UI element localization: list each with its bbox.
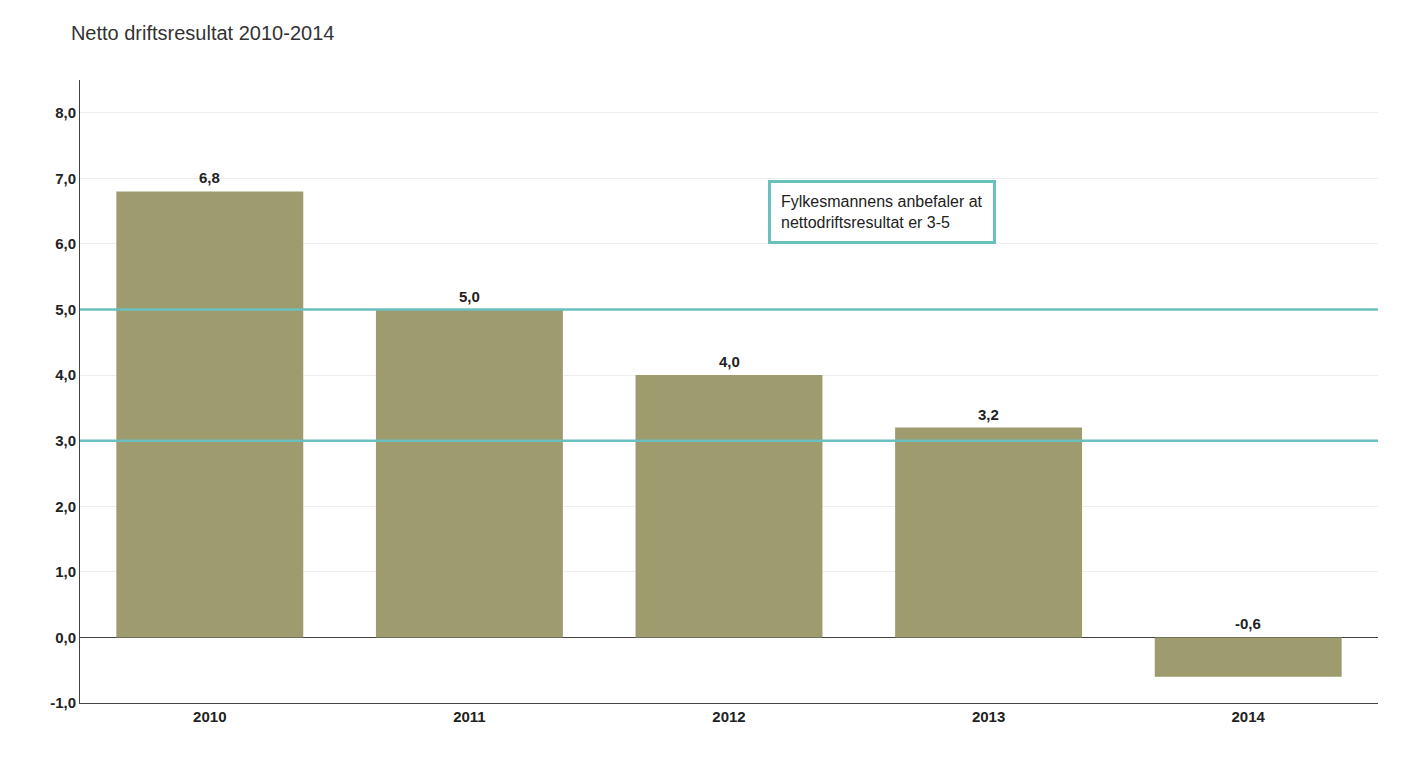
svg-text:2014: 2014 xyxy=(1232,708,1266,725)
svg-text:8,0: 8,0 xyxy=(55,104,76,121)
svg-text:-0,6: -0,6 xyxy=(1235,615,1261,632)
svg-text:7,0: 7,0 xyxy=(55,170,76,187)
svg-text:2013: 2013 xyxy=(972,708,1005,725)
svg-text:2011: 2011 xyxy=(453,708,486,725)
svg-text:Fylkesmannens anbefaler atnett: Fylkesmannens anbefaler atnettodriftsres… xyxy=(781,193,983,231)
svg-text:6,8: 6,8 xyxy=(199,169,220,186)
svg-text:6,0: 6,0 xyxy=(55,235,76,252)
svg-text:4,0: 4,0 xyxy=(55,366,76,383)
svg-text:3,0: 3,0 xyxy=(55,432,76,449)
svg-text:0,0: 0,0 xyxy=(55,629,76,646)
svg-text:3,2: 3,2 xyxy=(978,406,999,423)
svg-text:2010: 2010 xyxy=(193,708,226,725)
svg-text:5,0: 5,0 xyxy=(459,288,480,305)
svg-text:-1,0: -1,0 xyxy=(50,694,76,711)
svg-text:2,0: 2,0 xyxy=(55,498,76,515)
svg-text:Netto driftsresultat 2010-2014: Netto driftsresultat 2010-2014 xyxy=(71,22,335,44)
svg-text:2012: 2012 xyxy=(712,708,745,725)
svg-text:5,0: 5,0 xyxy=(55,301,76,318)
svg-text:4,0: 4,0 xyxy=(719,353,740,370)
svg-text:1,0: 1,0 xyxy=(55,563,76,580)
